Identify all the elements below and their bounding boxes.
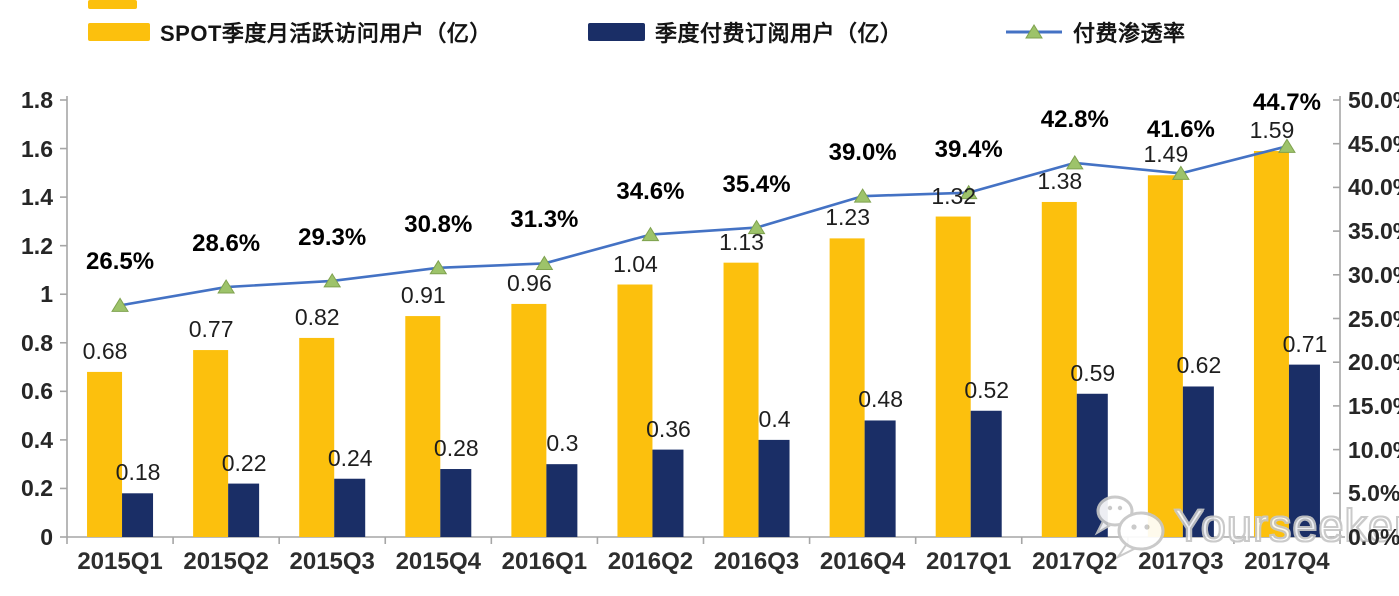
mau-bar [1041,201,1077,537]
legend-item-mau: SPOT季度月活跃访问用户（亿） [88,15,492,49]
subscribers-bar [334,478,366,537]
mau-bar [193,350,229,537]
line-marker-legend-icon [1006,24,1062,39]
subscribers-bar [864,420,896,537]
watermark-text: Yourseeker [1173,499,1399,552]
legend-item-subscribers: 季度付费订阅用户（亿） [588,15,903,49]
penetration-marker [959,184,978,200]
mau-bar [935,216,971,538]
subscribers-bar [652,449,684,537]
penetration-marker [1278,138,1296,153]
penetration-marker [535,255,554,270]
cropped-bar-artifact [88,0,137,9]
penetration-marker [217,279,236,294]
wechat-icon [1094,495,1165,560]
mau-bar [1147,175,1183,537]
mau-bar [511,303,547,537]
penetration-marker [323,272,342,288]
subscribers-bar [122,493,154,537]
subscribers-bar [228,483,260,537]
penetration-line [119,145,1288,307]
mau-bar [299,337,335,537]
subscribers-bar [1288,364,1320,537]
penetration-marker [1065,154,1084,170]
mau-legend-swatch-icon [88,23,150,41]
mau-bar [405,316,441,537]
watermark: Yourseeker [1090,489,1399,563]
legend-label-mau: SPOT季度月活跃访问用户（亿） [160,21,492,46]
mau-bar [1253,150,1289,537]
penetration-marker [853,188,872,203]
mau-bar [723,262,759,537]
penetration-marker [747,219,766,235]
subscribers-bar [440,469,472,537]
legend-label-subscribers: 季度付费订阅用户（亿） [655,21,903,46]
penetration-marker [111,297,129,312]
penetration-marker [1171,165,1190,180]
subscribers-bar [758,439,790,537]
mau-bar [829,238,865,537]
penetration-marker [429,259,448,275]
legend-label-penetration: 付费渗透率 [1073,21,1186,46]
subscribers-legend-swatch-icon [588,23,645,41]
penetration-marker [641,226,660,242]
subscribers-bar [970,410,1002,537]
mau-bar [87,371,123,537]
mau-bar [617,284,653,537]
subscribers-bar [1182,386,1214,537]
subscribers-bar [546,464,578,537]
legend-item-penetration: 付费渗透率 [1005,15,1186,49]
